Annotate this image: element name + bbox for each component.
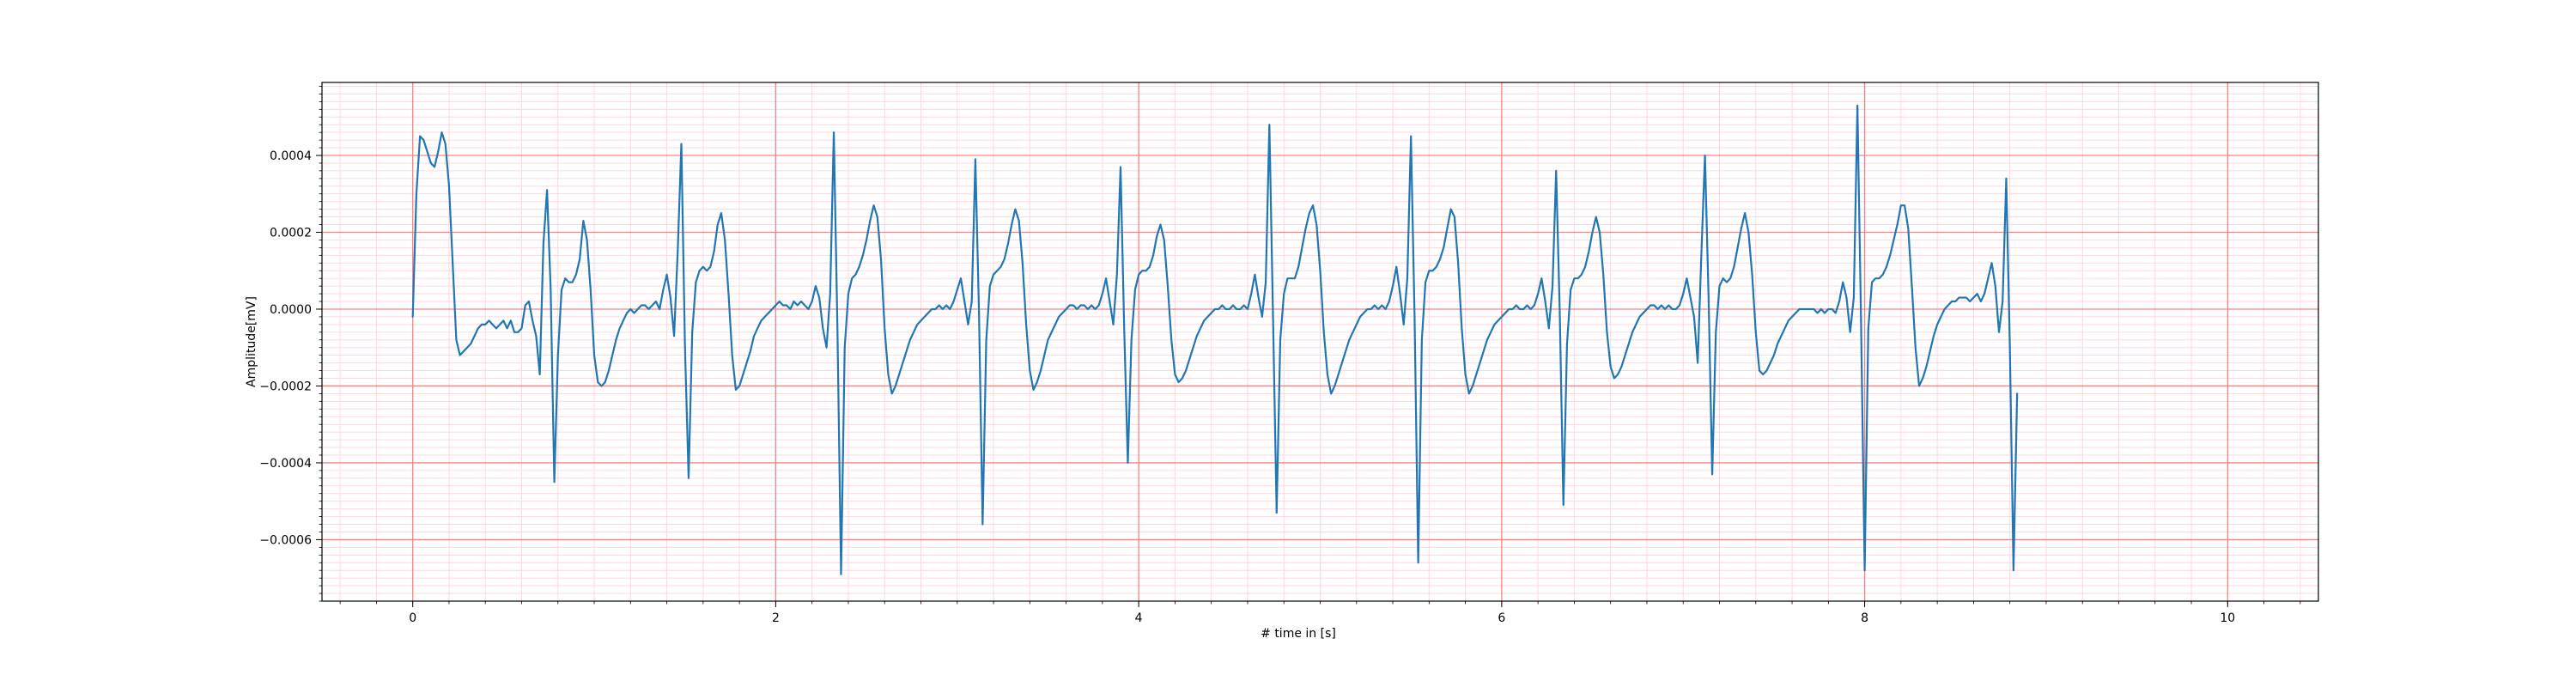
y-tick-label: −0.0004 (259, 457, 312, 471)
x-tick-label: 2 (772, 611, 780, 625)
x-tick-label: 0 (409, 611, 416, 625)
y-axis: −0.0006 −0.0004 −0.0002 0.0000 0.0002 0.0004 (259, 86, 322, 602)
x-axis: 0 2 4 6 8 10 (339, 601, 2301, 625)
y-tick-label: −0.0006 (259, 533, 312, 547)
x-tick-label: 6 (1498, 611, 1505, 625)
y-tick-label: −0.0002 (259, 380, 312, 393)
y-axis-label: Amplitude[mV] (245, 296, 258, 387)
y-tick-label: 0.0004 (270, 149, 312, 163)
x-axis-label: # time in [s] (1261, 627, 1336, 641)
y-tick-label: 0.0002 (270, 226, 312, 240)
series-layer (411, 104, 2019, 575)
y-tick-label: 0.0000 (270, 303, 312, 317)
ecg-signal-line (411, 104, 2019, 575)
x-tick-label: 10 (2220, 611, 2235, 625)
minor-grid (322, 82, 2318, 602)
major-grid (322, 82, 2318, 601)
x-tick-label: 4 (1135, 611, 1143, 625)
x-tick-label: 8 (1861, 611, 1868, 625)
